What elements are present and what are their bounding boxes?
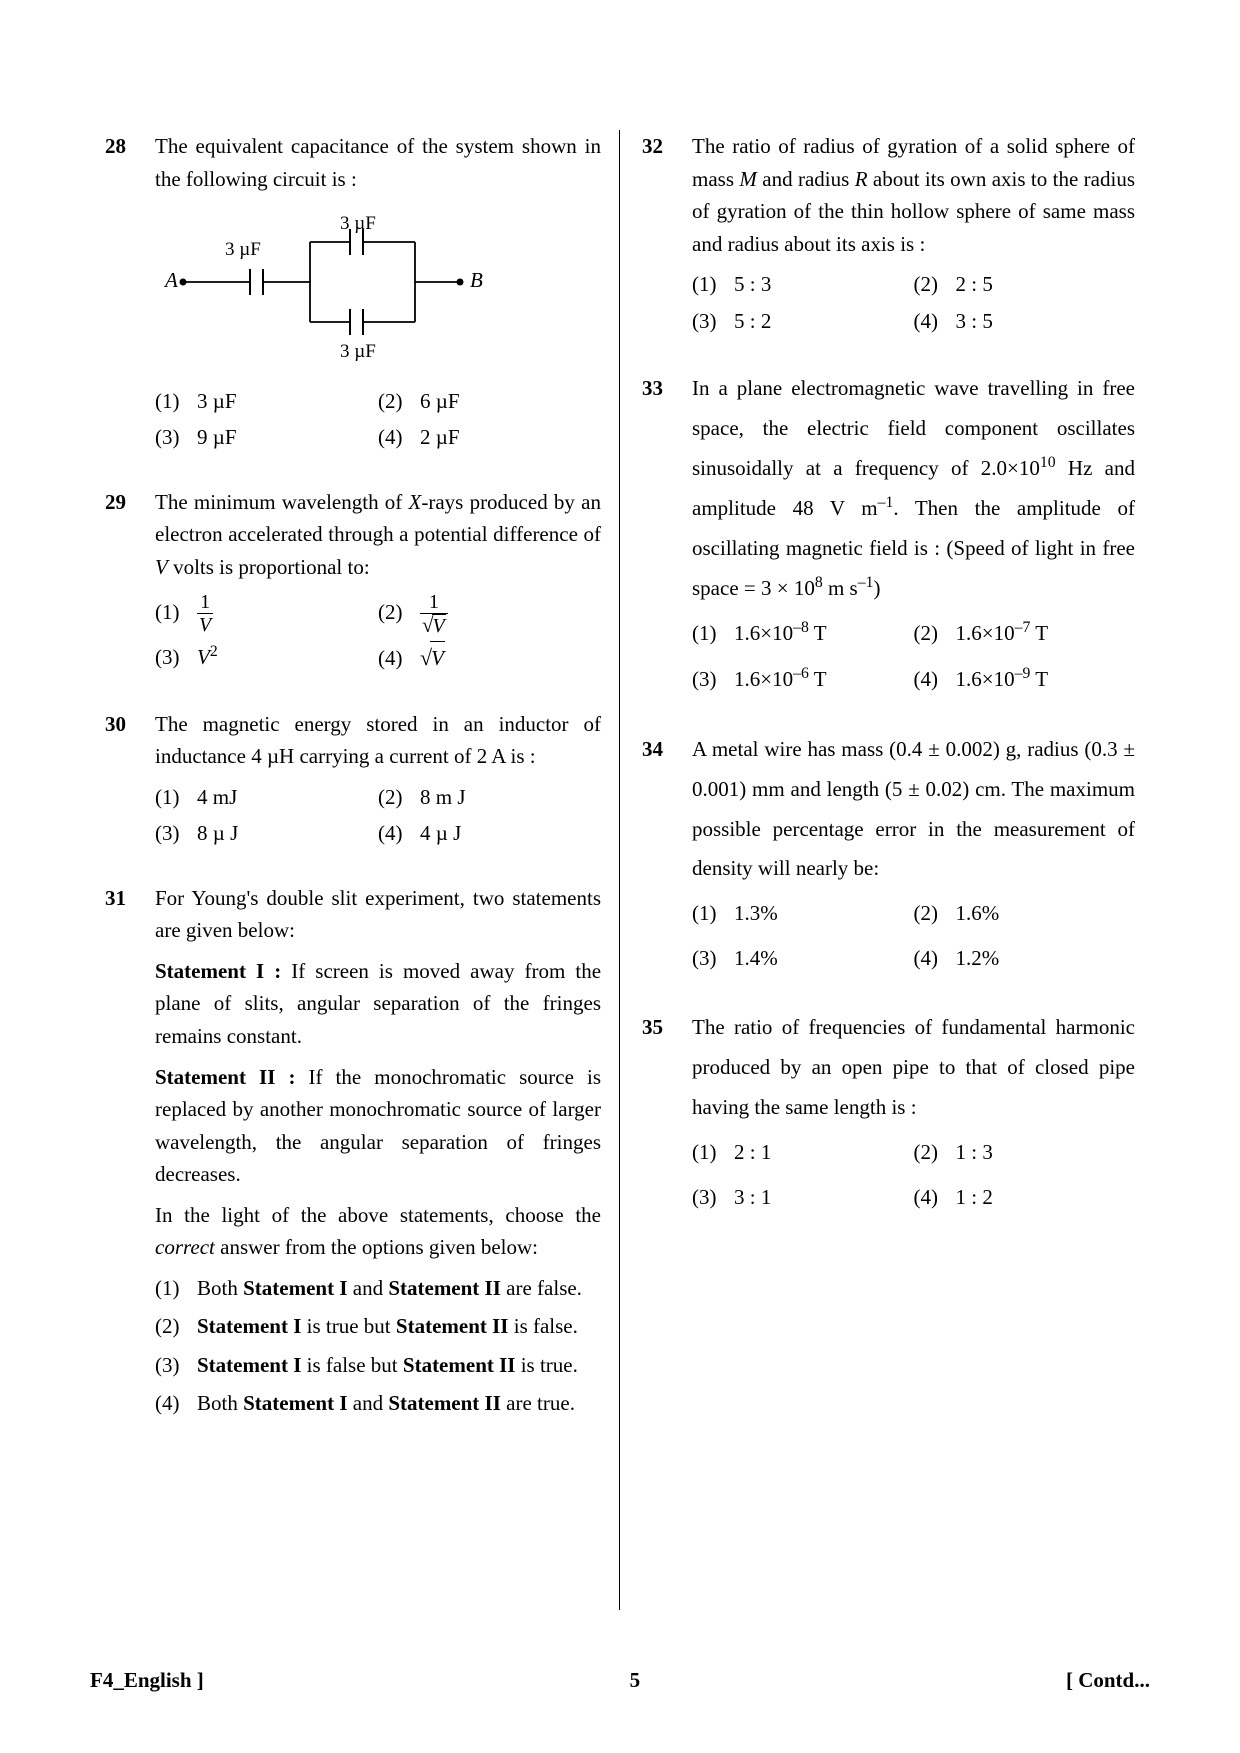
question-33: 33 In a plane electromagnetic wave trave… — [642, 369, 1135, 699]
option-1: (1)3 µF — [155, 385, 378, 418]
option-3: (3)1.4% — [692, 942, 914, 975]
question-32: 32 The ratio of radius of gyration of a … — [642, 130, 1135, 341]
option-2: (2)1.6×10–7 T — [914, 617, 1136, 650]
question-body: The equivalent capacitance of the system… — [155, 130, 601, 458]
question-number: 32 — [642, 130, 692, 341]
option-4: (4)4 µ J — [378, 817, 601, 850]
option-4: (4) √V — [378, 641, 601, 675]
options: (1)1.3% (2)1.6% (3)1.4% (4)1.2% — [692, 897, 1135, 978]
question-text: The ratio of radius of gyration of a sol… — [692, 130, 1135, 260]
options: (1)2 : 1 (2)1 : 3 (3)3 : 1 (4)1 : 2 — [692, 1136, 1135, 1217]
footer-left: F4_English ] — [90, 1668, 204, 1693]
option-3: (3)8 µ J — [155, 817, 378, 850]
question-intro: For Young's double slit experiment, two … — [155, 882, 601, 947]
option-3: (3)9 µF — [155, 421, 378, 454]
option-2: (2)2 : 5 — [914, 268, 1136, 301]
question-number: 34 — [642, 730, 692, 979]
option-1: (1)4 mJ — [155, 781, 378, 814]
options: (1)3 µF (2)6 µF (3)9 µF (4)2 µF — [155, 385, 601, 458]
footer-page-number: 5 — [630, 1668, 641, 1693]
option-1: (1) 1V — [155, 591, 378, 637]
option-1: (1)1.6×10–8 T — [692, 617, 914, 650]
statement-1: Statement I : If screen is moved away fr… — [155, 955, 601, 1053]
question-text: The magnetic energy stored in an inducto… — [155, 708, 601, 773]
option-4: (4)1 : 2 — [914, 1181, 1136, 1214]
options: (1) 1V (2) 1√V (3) V2 (4) √V — [155, 591, 601, 679]
page-footer: F4_English ] 5 [ Contd... — [90, 1668, 1150, 1693]
question-tail: In the light of the above statements, ch… — [155, 1199, 601, 1264]
question-30: 30 The magnetic energy stored in an indu… — [105, 708, 601, 854]
option-4: (4)2 µF — [378, 421, 601, 454]
question-number: 31 — [105, 882, 155, 1426]
right-column: 32 The ratio of radius of gyration of a … — [620, 130, 1150, 1610]
node-A-label: A — [163, 268, 178, 292]
question-body: The ratio of radius of gyration of a sol… — [692, 130, 1135, 341]
question-body: In a plane electromagnetic wave travelli… — [692, 369, 1135, 699]
left-column: 28 The equivalent capacitance of the sys… — [90, 130, 620, 1610]
option-3: (3)3 : 1 — [692, 1181, 914, 1214]
question-35: 35 The ratio of frequencies of fundament… — [642, 1008, 1135, 1217]
question-body: The minimum wavelength of X-rays produce… — [155, 486, 601, 680]
question-body: The magnetic energy stored in an inducto… — [155, 708, 601, 854]
question-text: In a plane electromagnetic wave travelli… — [692, 369, 1135, 608]
question-text: The minimum wavelength of X-rays produce… — [155, 486, 601, 584]
options: (1)1.6×10–8 T (2)1.6×10–7 T (3)1.6×10–6 … — [692, 617, 1135, 700]
question-text: A metal wire has mass (0.4 ± 0.002) g, r… — [692, 730, 1135, 890]
question-number: 30 — [105, 708, 155, 854]
option-4: (4)1.2% — [914, 942, 1136, 975]
node-B-label: B — [470, 268, 483, 292]
option-2: (2)1.6% — [914, 897, 1136, 930]
question-28: 28 The equivalent capacitance of the sys… — [105, 130, 601, 458]
cap-c2-label: 3 µF — [340, 213, 376, 234]
question-number: 28 — [105, 130, 155, 458]
question-body: The ratio of frequencies of fundamental … — [692, 1008, 1135, 1217]
option-1: (1)5 : 3 — [692, 268, 914, 301]
option-3: (3)5 : 2 — [692, 305, 914, 338]
option-2: (2)1 : 3 — [914, 1136, 1136, 1169]
option-2: (2)6 µF — [378, 385, 601, 418]
option-1: (1)1.3% — [692, 897, 914, 930]
question-number: 29 — [105, 486, 155, 680]
option-4: (4)3 : 5 — [914, 305, 1136, 338]
option-1: (1)Both Statement I and Statement II are… — [155, 1272, 601, 1305]
exam-page: 28 The equivalent capacitance of the sys… — [0, 0, 1240, 1753]
question-body: A metal wire has mass (0.4 ± 0.002) g, r… — [692, 730, 1135, 979]
question-body: For Young's double slit experiment, two … — [155, 882, 601, 1426]
option-2: (2) 1√V — [378, 591, 601, 637]
cap-c3-label: 3 µF — [340, 341, 376, 362]
question-31: 31 For Young's double slit experiment, t… — [105, 882, 601, 1426]
option-4: (4)1.6×10–9 T — [914, 663, 1136, 696]
statement-2: Statement II : If the monochromatic sour… — [155, 1061, 601, 1191]
option-2: (2)Statement I is true but Statement II … — [155, 1310, 601, 1343]
footer-right: [ Contd... — [1066, 1668, 1150, 1693]
options: (1)4 mJ (2)8 m J (3)8 µ J (4)4 µ J — [155, 781, 601, 854]
content-columns: 28 The equivalent capacitance of the sys… — [90, 130, 1150, 1610]
question-29: 29 The minimum wavelength of X-rays prod… — [105, 486, 601, 680]
option-3: (3)Statement I is false but Statement II… — [155, 1349, 601, 1382]
question-number: 35 — [642, 1008, 692, 1217]
option-4: (4)Both Statement I and Statement II are… — [155, 1387, 601, 1420]
option-1: (1)2 : 1 — [692, 1136, 914, 1169]
circuit-diagram: A 3 µF — [155, 207, 601, 377]
cap-c1-label: 3 µF — [225, 239, 261, 260]
option-3: (3) V2 — [155, 641, 378, 675]
question-34: 34 A metal wire has mass (0.4 ± 0.002) g… — [642, 730, 1135, 979]
question-text: The equivalent capacitance of the system… — [155, 130, 601, 195]
options: (1)5 : 3 (2)2 : 5 (3)5 : 2 (4)3 : 5 — [692, 268, 1135, 341]
option-3: (3)1.6×10–6 T — [692, 663, 914, 696]
options: (1)Both Statement I and Statement II are… — [155, 1272, 601, 1420]
question-number: 33 — [642, 369, 692, 699]
question-text: The ratio of frequencies of fundamental … — [692, 1008, 1135, 1128]
option-2: (2)8 m J — [378, 781, 601, 814]
